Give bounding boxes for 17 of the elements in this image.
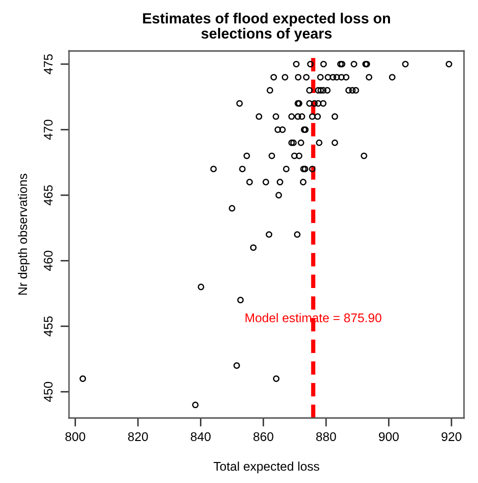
y-tick-label: 460: [44, 250, 53, 271]
y-tick-label: 455: [44, 316, 53, 336]
x-tick-label: 900: [378, 432, 399, 442]
x-tick-label: 860: [253, 432, 274, 442]
y-axis-title: Nr depth observations: [18, 174, 30, 295]
x-tick-label: 840: [190, 432, 211, 442]
x-tick-label: 920: [442, 432, 462, 442]
chart-title: Estimates of flood expected loss on selections of years: [143, 12, 390, 42]
x-tick-label: 820: [128, 432, 148, 442]
ref-line-label: Model estimate = 875.90: [246, 313, 382, 322]
x-tick-label: 800: [65, 432, 86, 442]
x-tick-label: 880: [316, 432, 336, 442]
y-tick-label: 470: [44, 120, 53, 140]
y-tick-label: 465: [44, 185, 53, 206]
x-axis-title: Total expected loss: [214, 462, 320, 474]
y-tick-label: 475: [44, 54, 53, 74]
y-tick-label: 450: [44, 382, 53, 402]
